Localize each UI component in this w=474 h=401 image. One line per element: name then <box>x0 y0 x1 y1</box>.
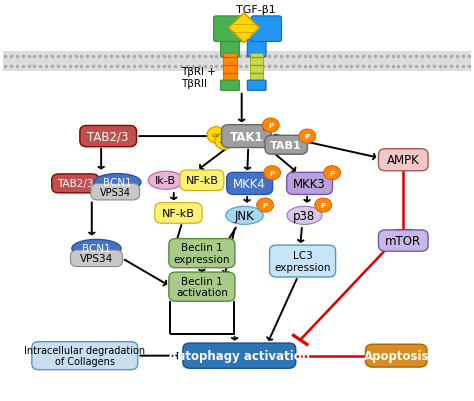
Text: ub: ub <box>220 140 228 144</box>
Text: LC3
expression: LC3 expression <box>274 251 331 272</box>
FancyBboxPatch shape <box>169 239 235 268</box>
Text: P: P <box>329 170 335 176</box>
Ellipse shape <box>148 172 183 190</box>
FancyBboxPatch shape <box>251 17 282 43</box>
Circle shape <box>315 198 332 213</box>
Ellipse shape <box>207 127 225 144</box>
Text: BCN1: BCN1 <box>103 178 132 188</box>
Text: p38: p38 <box>293 209 316 222</box>
FancyBboxPatch shape <box>214 17 244 43</box>
Text: TAB2/3: TAB2/3 <box>57 179 94 189</box>
Text: P: P <box>270 170 275 176</box>
Text: mTOR: mTOR <box>385 235 421 247</box>
Text: Autophagy activation: Autophagy activation <box>168 349 310 362</box>
Text: ub: ub <box>212 133 220 138</box>
Text: Intracellular degradation
of Collagens: Intracellular degradation of Collagens <box>24 345 146 367</box>
Ellipse shape <box>287 207 322 225</box>
Text: VPS34: VPS34 <box>100 187 131 197</box>
FancyBboxPatch shape <box>270 245 336 277</box>
Text: MKK3: MKK3 <box>293 178 326 190</box>
FancyBboxPatch shape <box>287 173 333 195</box>
Text: TGF-β1: TGF-β1 <box>236 5 275 15</box>
FancyBboxPatch shape <box>180 170 224 191</box>
Text: P: P <box>320 203 326 209</box>
Ellipse shape <box>226 207 263 225</box>
Text: Apoptosis: Apoptosis <box>364 349 429 362</box>
Text: NF-kB: NF-kB <box>185 176 219 186</box>
FancyBboxPatch shape <box>247 81 266 91</box>
FancyBboxPatch shape <box>183 343 296 369</box>
FancyBboxPatch shape <box>365 344 427 367</box>
FancyBboxPatch shape <box>220 41 239 58</box>
Circle shape <box>299 130 316 144</box>
FancyBboxPatch shape <box>71 250 122 267</box>
Text: MKK4: MKK4 <box>233 178 266 190</box>
Circle shape <box>324 166 340 180</box>
Ellipse shape <box>94 174 141 191</box>
FancyBboxPatch shape <box>265 136 308 155</box>
FancyBboxPatch shape <box>52 174 99 193</box>
FancyBboxPatch shape <box>221 126 271 148</box>
Polygon shape <box>228 14 259 44</box>
Ellipse shape <box>72 240 121 258</box>
Text: Beclin 1
activation: Beclin 1 activation <box>176 276 228 298</box>
Circle shape <box>257 198 273 213</box>
FancyBboxPatch shape <box>220 81 239 91</box>
Text: JNK: JNK <box>235 209 255 222</box>
Text: AMPK: AMPK <box>387 154 419 167</box>
Text: Ik-B: Ik-B <box>155 176 176 186</box>
FancyBboxPatch shape <box>227 173 273 195</box>
Text: VPS34: VPS34 <box>80 254 113 263</box>
FancyBboxPatch shape <box>91 184 139 200</box>
FancyBboxPatch shape <box>378 230 428 251</box>
FancyBboxPatch shape <box>80 126 137 147</box>
Text: TAB1: TAB1 <box>270 140 302 150</box>
Text: NF-kB: NF-kB <box>162 209 195 219</box>
FancyBboxPatch shape <box>32 342 137 370</box>
Bar <box>3 62 471 72</box>
Text: P: P <box>268 123 273 129</box>
FancyBboxPatch shape <box>247 41 266 58</box>
FancyBboxPatch shape <box>169 272 235 302</box>
Bar <box>250 54 263 84</box>
FancyBboxPatch shape <box>378 149 428 171</box>
Bar <box>223 54 237 84</box>
Text: TβRI +
TβRII: TβRI + TβRII <box>181 67 216 89</box>
Circle shape <box>262 119 279 133</box>
Text: BCN1: BCN1 <box>82 244 111 254</box>
Text: P: P <box>263 203 268 209</box>
Text: TAK1: TAK1 <box>229 130 263 143</box>
Text: Beclin 1
expression: Beclin 1 expression <box>173 243 230 264</box>
Bar <box>3 52 471 63</box>
FancyBboxPatch shape <box>155 203 202 224</box>
Text: TAB2/3: TAB2/3 <box>88 130 129 143</box>
Circle shape <box>264 166 281 180</box>
Text: P: P <box>305 134 310 140</box>
Ellipse shape <box>215 134 233 150</box>
